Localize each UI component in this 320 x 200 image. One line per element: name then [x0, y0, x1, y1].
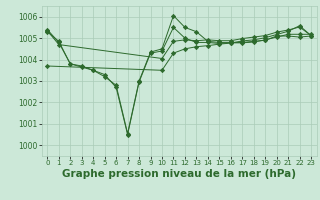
- X-axis label: Graphe pression niveau de la mer (hPa): Graphe pression niveau de la mer (hPa): [62, 169, 296, 179]
